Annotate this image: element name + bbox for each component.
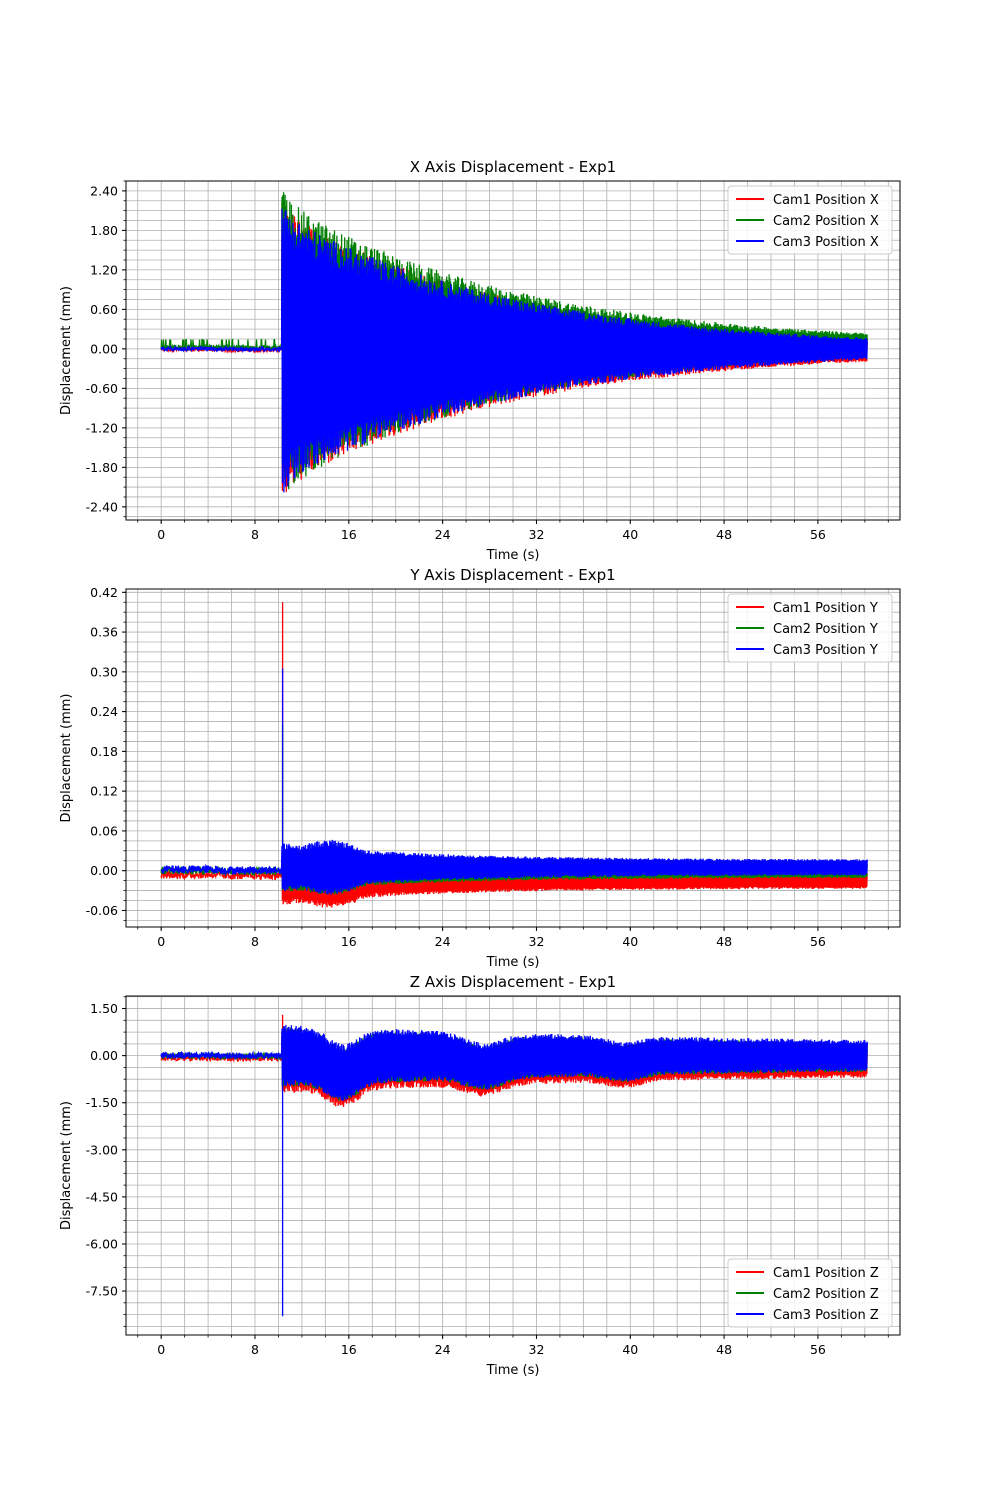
legend-entry: Cam3 Position Z: [773, 1308, 879, 1323]
y-tick-label: 2.40: [90, 183, 118, 198]
x-tick-label: 40: [622, 527, 638, 542]
x-tick-label: 8: [251, 1342, 259, 1357]
y-tick-label: 0.30: [90, 664, 118, 679]
x-tick-label: 56: [810, 934, 826, 949]
series-line-3: [160, 668, 868, 895]
y-tick-label: 0.06: [90, 823, 118, 838]
chart-panel-3: 0 8 16 24 32 40 48 56 1.50 0.00 -1.50 -3.00 -4.50 -6.…: [59, 973, 901, 1378]
x-tick-label: 16: [341, 1342, 357, 1357]
x-tick-label: 8: [251, 527, 259, 542]
legend-box: [727, 185, 893, 255]
y-tick-label: -0.60: [86, 381, 118, 396]
x-tick-label: 16: [341, 934, 357, 949]
y-tick-label: 1.50: [90, 1001, 118, 1016]
chart-panel-2: 0 8 16 24 32 40 48 56 0.42 0.36 0.30 0.24 0.18 0.12 0.…: [59, 566, 901, 970]
x-tick-label: 0: [157, 527, 165, 542]
chart-title: Y Axis Displacement - Exp1: [409, 566, 615, 584]
x-tick-label: 56: [810, 1342, 826, 1357]
x-tick-label: 0: [157, 934, 165, 949]
x-tick-label: 48: [716, 1342, 732, 1357]
y-tick-label: 1.80: [90, 223, 118, 238]
y-axis-label: Displacement (mm): [59, 286, 74, 415]
legend: Cam1 Position Y Cam2 Position Y Cam3 Posit…: [727, 593, 893, 663]
y-tick-label: 0.12: [90, 784, 118, 799]
y-tick-label: -6.00: [86, 1236, 118, 1251]
legend-entry: Cam3 Position X: [773, 235, 879, 250]
x-axis-label: Time (s): [486, 1363, 540, 1378]
plot-area: [160, 1014, 868, 1317]
y-tick-label: 0.00: [90, 1048, 118, 1063]
legend: Cam1 Position X Cam2 Position X Cam3 Posit…: [727, 185, 893, 255]
y-tick-label: -1.80: [86, 460, 118, 475]
x-tick-label: 0: [157, 1342, 165, 1357]
y-tick-label: 0.36: [90, 625, 118, 640]
plot-area: [160, 192, 868, 493]
y-tick-label: 0.00: [90, 341, 118, 356]
y-tick-label: 0.60: [90, 302, 118, 317]
x-tick-label: 24: [435, 527, 451, 542]
series-line-3: [160, 208, 868, 493]
y-tick-label: -1.20: [86, 420, 118, 435]
chart-title: Z Axis Displacement - Exp1: [410, 973, 616, 991]
axes-frame: [125, 588, 901, 928]
plot-area: [160, 602, 868, 908]
axes-frame: [125, 995, 901, 1336]
y-axis-label: Displacement (mm): [59, 694, 74, 823]
legend-entry: Cam1 Position Y: [773, 601, 878, 616]
x-tick-label: 40: [622, 1342, 638, 1357]
y-tick-label: -1.50: [86, 1095, 118, 1110]
grid: [126, 589, 900, 927]
legend-box: [727, 593, 893, 663]
y-tick-label: 0.00: [90, 863, 118, 878]
legend-entry: Cam1 Position Z: [773, 1266, 879, 1281]
y-tick-label: -3.00: [86, 1142, 118, 1157]
x-tick-label: 32: [529, 527, 545, 542]
x-tick-label: 8: [251, 934, 259, 949]
y-tick-label: -2.40: [86, 499, 118, 514]
x-axis-label: Time (s): [486, 548, 540, 563]
legend: Cam1 Position Z Cam2 Position Z Cam3 Posit…: [727, 1258, 893, 1328]
x-tick-label: 24: [435, 1342, 451, 1357]
legend-entry: Cam2 Position X: [773, 214, 879, 229]
chart-title: X Axis Displacement - Exp1: [410, 158, 616, 176]
y-tick-label: 0.42: [90, 585, 118, 600]
x-tick-label: 48: [716, 934, 732, 949]
x-tick-label: 24: [435, 934, 451, 949]
legend-entry: Cam2 Position Y: [773, 622, 878, 637]
y-tick-label: -4.50: [86, 1189, 118, 1204]
x-tick-label: 32: [529, 1342, 545, 1357]
legend-entry: Cam3 Position Y: [773, 643, 878, 658]
y-tick-label: 0.18: [90, 744, 118, 759]
legend-entry: Cam2 Position Z: [773, 1287, 879, 1302]
y-axis-label: Displacement (mm): [59, 1101, 74, 1230]
y-tick-label: -7.50: [86, 1284, 118, 1299]
legend-box: [727, 1258, 893, 1328]
axes-frame: [125, 180, 901, 521]
y-tick-label: -0.06: [86, 903, 118, 918]
x-tick-label: 56: [810, 527, 826, 542]
x-tick-label: 32: [529, 934, 545, 949]
y-tick-label: 1.20: [90, 262, 118, 277]
x-tick-label: 48: [716, 527, 732, 542]
series-line-3: [160, 1024, 868, 1317]
x-tick-label: 40: [622, 934, 638, 949]
x-tick-label: 16: [341, 527, 357, 542]
legend-entry: Cam1 Position X: [773, 193, 879, 208]
y-tick-label: 0.24: [90, 704, 118, 719]
x-axis-label: Time (s): [486, 955, 540, 970]
chart-panel-1: 0 8 16 24 32 40 48 56 2.40 1.80 1.20 0.60 0.00 -0.60 -…: [59, 158, 901, 563]
